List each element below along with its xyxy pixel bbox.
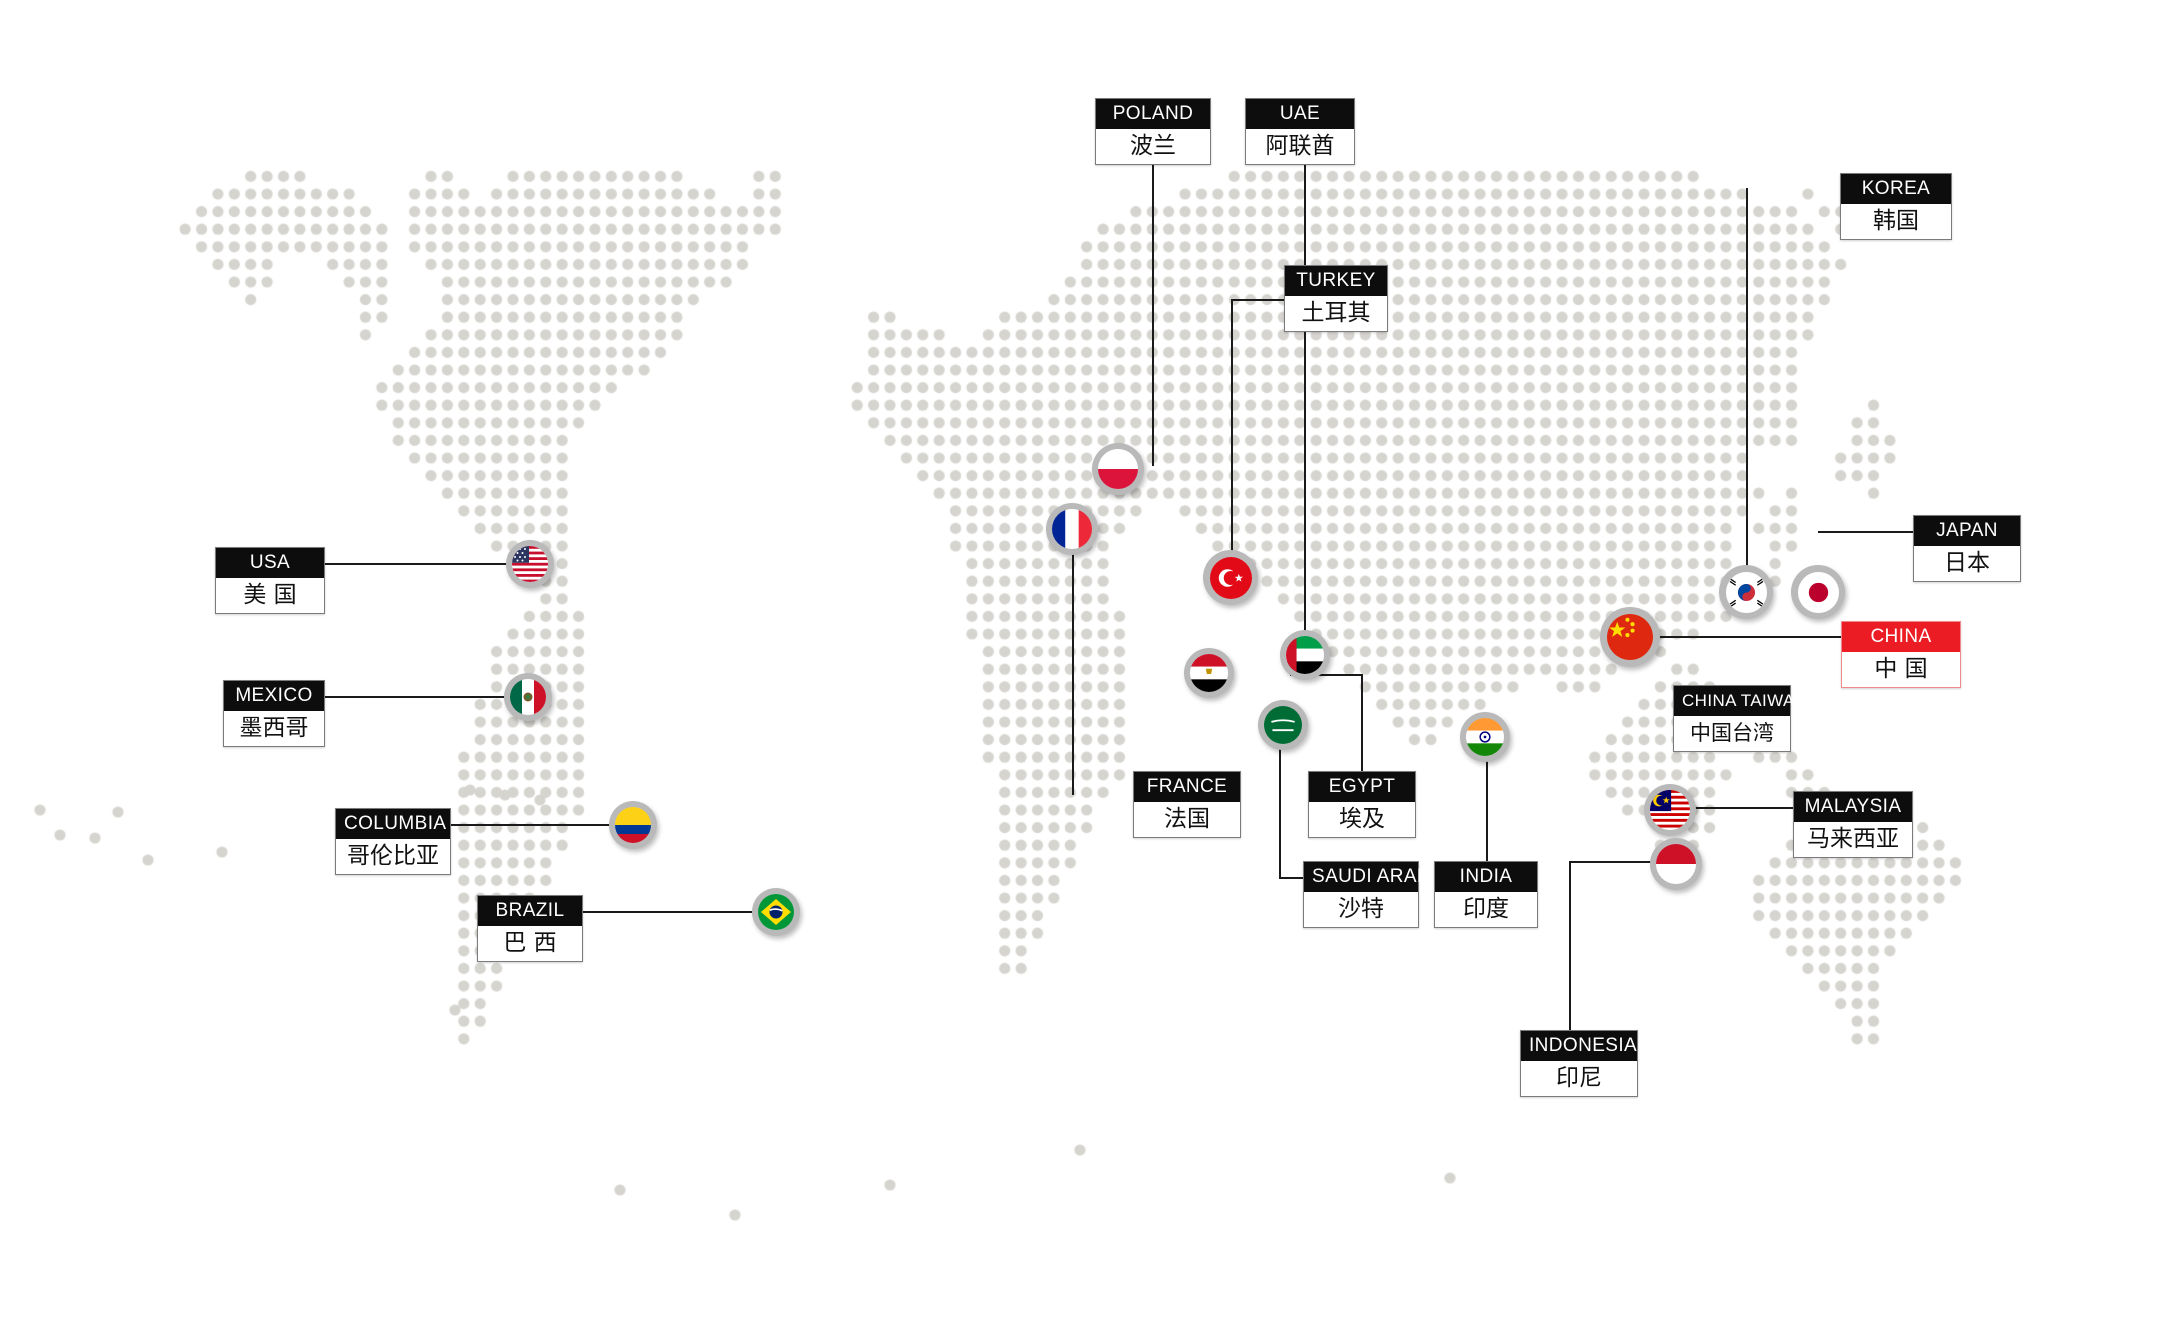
pin-egypt[interactable] <box>1184 648 1234 698</box>
label-china-zh: 中 国 <box>1842 652 1960 687</box>
label-turkey[interactable]: TURKEY 土耳其 <box>1284 265 1388 332</box>
label-mexico-en: MEXICO <box>224 681 324 711</box>
label-egypt[interactable]: EGYPT 埃及 <box>1308 771 1416 838</box>
label-saudi-arabia-en: SAUDI ARABIA <box>1304 862 1448 892</box>
pin-malaysia[interactable] <box>1644 784 1696 836</box>
label-turkey-zh: 土耳其 <box>1285 296 1387 331</box>
label-columbia-zh: 哥伦比亚 <box>336 839 450 874</box>
label-poland[interactable]: POLAND 波兰 <box>1095 98 1211 165</box>
label-china-taiwan[interactable]: CHINA TAIWAN 中国台湾 <box>1673 685 1807 752</box>
label-usa-en: USA <box>216 548 324 578</box>
label-brazil-zh: 巴 西 <box>478 926 582 961</box>
egypt-flag-icon <box>1190 654 1228 692</box>
label-japan[interactable]: JAPAN 日本 <box>1913 515 2021 582</box>
label-poland-en: POLAND <box>1096 99 1210 129</box>
label-france-zh: 法国 <box>1134 802 1240 837</box>
label-indonesia-zh: 印尼 <box>1521 1061 1637 1096</box>
label-mexico[interactable]: MEXICO 墨西哥 <box>223 680 325 747</box>
china-flag-icon <box>1607 614 1653 660</box>
label-egypt-zh: 埃及 <box>1309 802 1415 837</box>
pin-brazil[interactable] <box>752 888 800 936</box>
label-turkey-en: TURKEY <box>1285 266 1387 296</box>
label-japan-en: JAPAN <box>1914 516 2020 546</box>
pin-poland[interactable] <box>1092 443 1144 495</box>
label-korea[interactable]: KOREA 韩国 <box>1840 173 1952 240</box>
pin-turkey[interactable] <box>1203 550 1258 605</box>
india-flag-icon <box>1466 718 1504 756</box>
pin-uae[interactable] <box>1280 630 1330 680</box>
malaysia-flag-icon <box>1650 790 1690 830</box>
label-malaysia-zh: 马来西亚 <box>1794 822 1912 857</box>
label-poland-zh: 波兰 <box>1096 129 1210 164</box>
pin-japan[interactable] <box>1791 565 1845 619</box>
turkey-flag-icon <box>1209 556 1252 599</box>
label-japan-zh: 日本 <box>1914 546 2020 581</box>
label-france[interactable]: FRANCE 法国 <box>1133 771 1241 838</box>
pin-korea[interactable] <box>1719 565 1773 619</box>
label-indonesia[interactable]: INDONESIA 印尼 <box>1520 1030 1638 1097</box>
label-malaysia-en: MALAYSIA <box>1794 792 1912 822</box>
label-egypt-en: EGYPT <box>1309 772 1415 802</box>
label-uae-zh: 阿联酋 <box>1246 129 1354 164</box>
pin-columbia[interactable] <box>609 801 657 849</box>
pin-france[interactable] <box>1046 503 1098 555</box>
label-china-taiwan-zh: 中国台湾 <box>1674 716 1790 751</box>
label-brazil[interactable]: BRAZIL 巴 西 <box>477 895 583 962</box>
label-brazil-en: BRAZIL <box>478 896 582 926</box>
label-china-taiwan-en: CHINA TAIWAN <box>1674 686 1807 716</box>
label-usa-zh: 美 国 <box>216 578 324 613</box>
south-korea-flag-icon <box>1725 571 1767 613</box>
label-columbia[interactable]: COLUMBIA 哥伦比亚 <box>335 808 451 875</box>
pin-saudi-arabia[interactable] <box>1258 700 1308 750</box>
label-usa[interactable]: USA 美 国 <box>215 547 325 614</box>
label-indonesia-en: INDONESIA <box>1521 1031 1637 1061</box>
label-saudi-arabia[interactable]: SAUDI ARABIA 沙特 <box>1303 861 1448 928</box>
label-china[interactable]: CHINA 中 国 <box>1841 621 1961 688</box>
label-uae[interactable]: UAE 阿联酋 <box>1245 98 1355 165</box>
usa-flag-icon <box>512 546 548 582</box>
label-india[interactable]: INDIA 印度 <box>1434 861 1538 928</box>
brazil-flag-icon <box>758 894 794 930</box>
label-columbia-en: COLUMBIA <box>336 809 450 839</box>
label-india-zh: 印度 <box>1435 892 1537 927</box>
label-malaysia[interactable]: MALAYSIA 马来西亚 <box>1793 791 1913 858</box>
uae-flag-icon <box>1286 636 1324 674</box>
pin-india[interactable] <box>1460 712 1510 762</box>
pin-usa[interactable] <box>506 540 554 588</box>
saudi-arabia-flag-icon <box>1264 706 1302 744</box>
label-france-en: FRANCE <box>1134 772 1240 802</box>
label-korea-zh: 韩国 <box>1841 204 1951 239</box>
label-mexico-zh: 墨西哥 <box>224 711 324 746</box>
colombia-flag-icon <box>615 807 651 843</box>
pin-mexico[interactable] <box>504 673 552 721</box>
poland-flag-icon <box>1098 449 1138 489</box>
label-china-en: CHINA <box>1842 622 1960 652</box>
label-korea-en: KOREA <box>1841 174 1951 204</box>
mexico-flag-icon <box>510 679 546 715</box>
france-flag-icon <box>1052 509 1092 549</box>
label-uae-en: UAE <box>1246 99 1354 129</box>
pin-china[interactable] <box>1600 607 1660 667</box>
indonesia-flag-icon <box>1656 844 1696 884</box>
japan-flag-icon <box>1797 571 1839 613</box>
label-india-en: INDIA <box>1435 862 1537 892</box>
pin-indonesia[interactable] <box>1650 838 1702 890</box>
label-saudi-arabia-zh: 沙特 <box>1304 892 1418 927</box>
